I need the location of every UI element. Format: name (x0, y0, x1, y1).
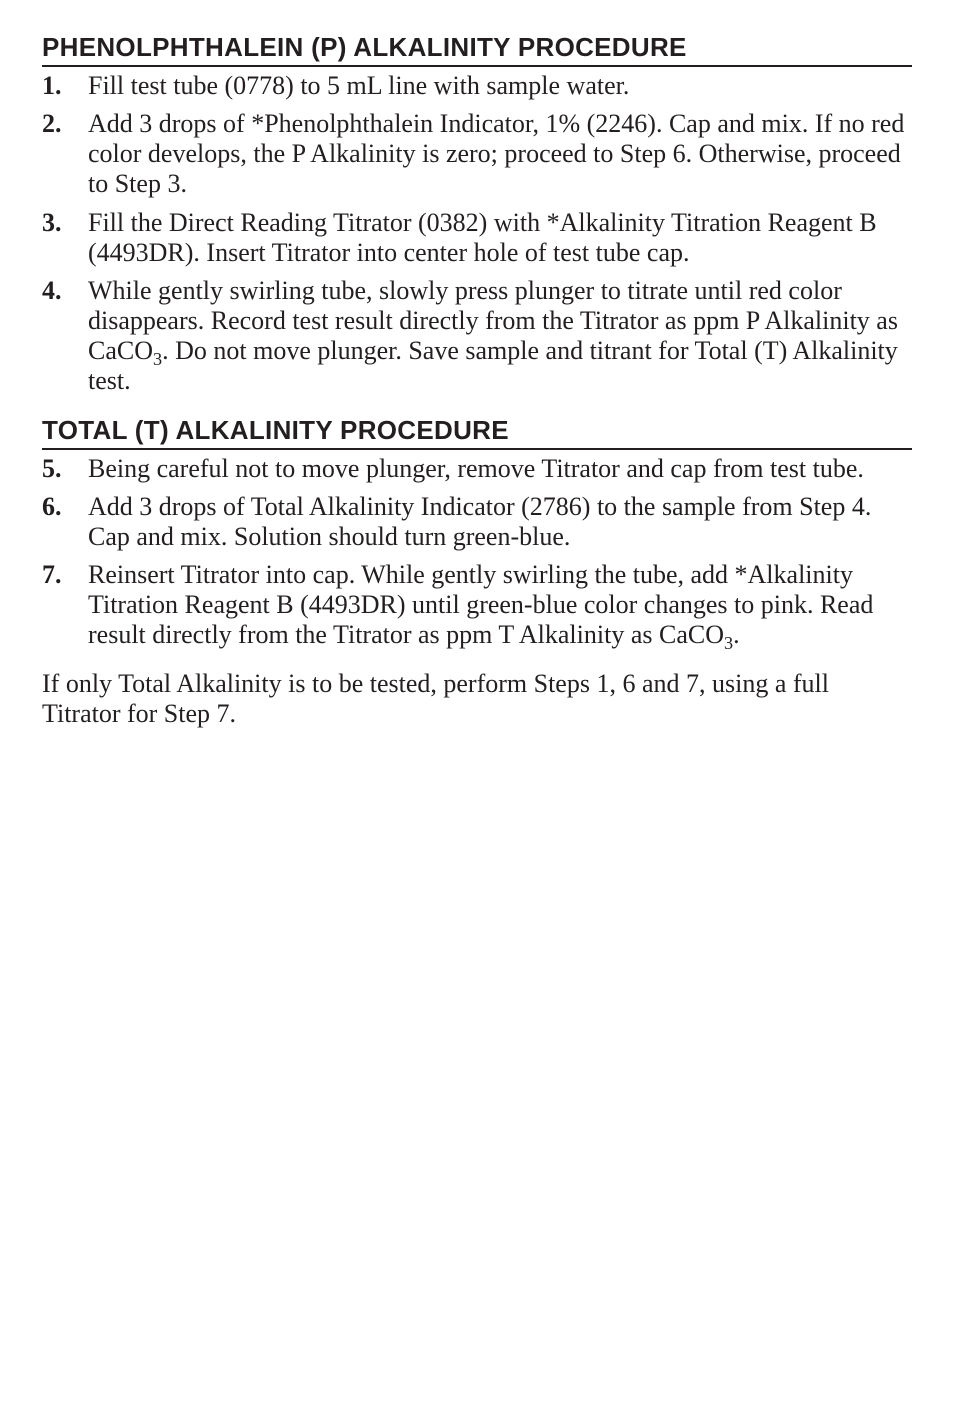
item-text: Fill test tube (0778) to 5 mL line with … (88, 71, 912, 101)
item-text: Add 3 drops of Total Alkalinity Indicato… (88, 492, 912, 552)
item-text: While gently swirling tube, slowly press… (88, 276, 912, 397)
list-item: 5. Being careful not to move plunger, re… (42, 454, 912, 484)
section2-list: 5. Being careful not to move plunger, re… (42, 454, 912, 651)
list-item: 2. Add 3 drops of *Phenolphthalein Indic… (42, 109, 912, 199)
item-number: 7. (42, 560, 88, 650)
item-number: 1. (42, 71, 88, 101)
item-text: Add 3 drops of *Phenolphthalein Indicato… (88, 109, 912, 199)
item-text: Being careful not to move plunger, remov… (88, 454, 912, 484)
item-number: 4. (42, 276, 88, 397)
list-item: 4. While gently swirling tube, slowly pr… (42, 276, 912, 397)
item-number: 6. (42, 492, 88, 552)
item-text: Reinsert Titrator into cap. While gently… (88, 560, 912, 650)
closing-text: If only Total Alkalinity is to be tested… (42, 669, 912, 729)
item-number: 2. (42, 109, 88, 199)
list-item: 7. Reinsert Titrator into cap. While gen… (42, 560, 912, 650)
section2-heading: TOTAL (T) ALKALINITY PROCEDURE (42, 415, 912, 450)
list-item: 3. Fill the Direct Reading Titrator (038… (42, 208, 912, 268)
list-item: 1. Fill test tube (0778) to 5 mL line wi… (42, 71, 912, 101)
item-number: 5. (42, 454, 88, 484)
list-item: 6. Add 3 drops of Total Alkalinity Indic… (42, 492, 912, 552)
item-text: Fill the Direct Reading Titrator (0382) … (88, 208, 912, 268)
section1-list: 1. Fill test tube (0778) to 5 mL line wi… (42, 71, 912, 397)
item-number: 3. (42, 208, 88, 268)
section1-heading: PHENOLPHTHALEIN (P) ALKALINITY PROCEDURE (42, 32, 912, 67)
